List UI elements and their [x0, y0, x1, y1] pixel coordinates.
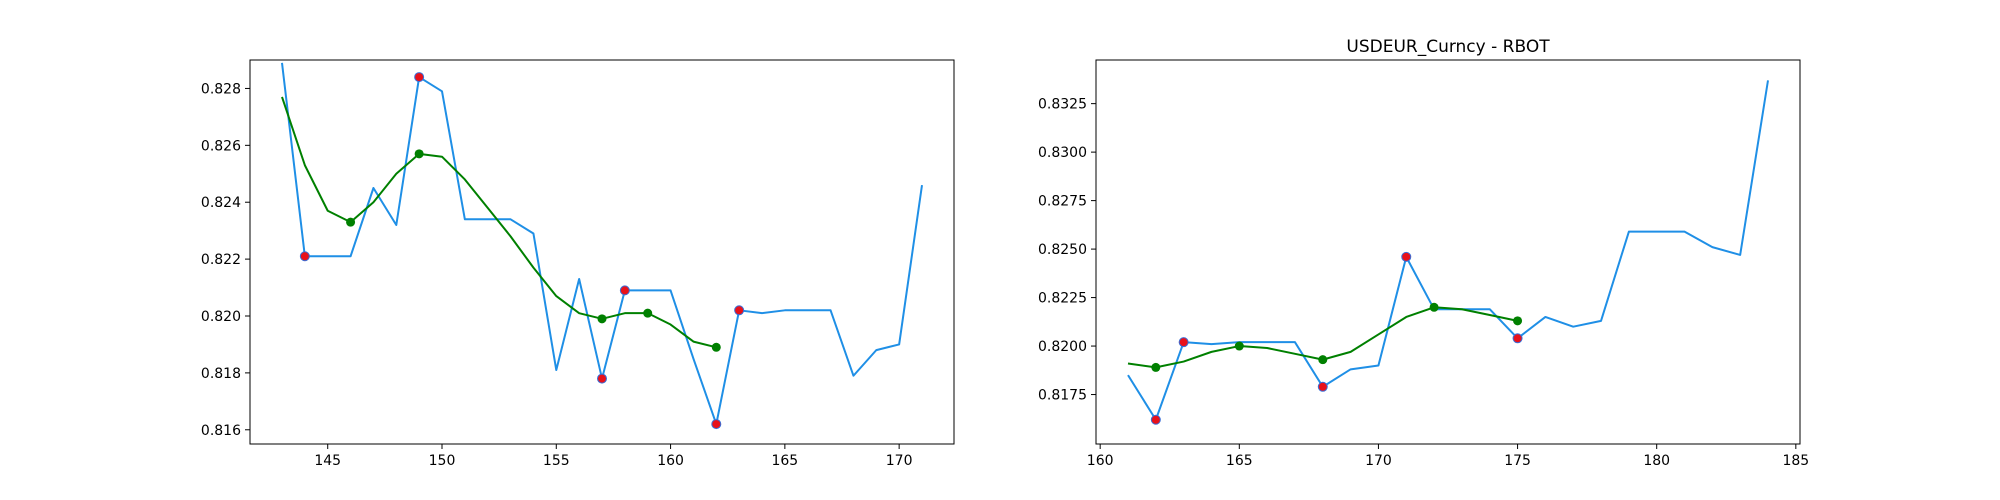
- smoothed-extrema-point: [414, 149, 424, 159]
- x-tick-label: 145: [314, 453, 341, 469]
- y-tick-label: 0.818: [201, 366, 241, 382]
- x-tick-label: 170: [886, 453, 913, 469]
- x-tick-label: 155: [543, 453, 570, 469]
- x-tick-label: 165: [1226, 453, 1253, 469]
- extrema-point: [734, 305, 745, 316]
- y-tick-label: 0.8325: [1038, 97, 1087, 113]
- y-tick-label: 0.8225: [1038, 291, 1087, 307]
- smoothed-extrema-point: [1318, 355, 1328, 365]
- smoothed-extrema-point: [643, 308, 653, 318]
- chart-left: 145 150 155 160 165 170 0.816 0.818 0.820 0.822 0.…: [201, 59, 955, 469]
- smoothed-extrema-point: [346, 217, 356, 227]
- extrema-point: [299, 251, 310, 262]
- extrema-point: [1401, 251, 1412, 262]
- extrema-point: [711, 419, 722, 430]
- y-tick-label: 0.8175: [1038, 388, 1087, 404]
- extrema-point: [1317, 381, 1328, 392]
- plot-frame: [249, 59, 955, 445]
- raw-price-line: [1127, 80, 1769, 421]
- plot-frame: [1095, 59, 1801, 445]
- raw-price-line: [281, 62, 923, 426]
- y-tick-label: 0.824: [201, 195, 241, 211]
- y-tick-label: 0.820: [201, 309, 241, 325]
- extrema-point: [1178, 337, 1189, 348]
- y-tick-label: 0.828: [201, 81, 241, 97]
- y-tick-label: 0.8200: [1038, 339, 1087, 355]
- y-tick-label: 0.8250: [1038, 242, 1087, 258]
- extrema-point: [1512, 333, 1523, 344]
- x-tick-label: 175: [1504, 453, 1531, 469]
- y-tick-label: 0.8275: [1038, 194, 1087, 210]
- x-tick-label: 185: [1782, 453, 1809, 469]
- y-tick-label: 0.816: [201, 423, 241, 439]
- x-tick-label: 170: [1365, 453, 1392, 469]
- smoothed-extrema-point: [597, 314, 607, 324]
- extrema-point: [414, 72, 425, 83]
- smoothed-extrema-point: [1429, 302, 1439, 312]
- smoothed-extrema-point: [711, 342, 721, 352]
- smoothed-extrema-point: [1513, 316, 1523, 326]
- smoothed-extrema-point: [1234, 341, 1244, 351]
- extrema-point: [1150, 414, 1161, 425]
- smoothed-extrema-point: [1151, 362, 1161, 372]
- extrema-point: [619, 285, 630, 296]
- y-tick-label: 0.826: [201, 138, 241, 154]
- y-tick-label: 0.8300: [1038, 145, 1087, 161]
- x-tick-label: 150: [429, 453, 456, 469]
- x-tick-label: 160: [1087, 453, 1114, 469]
- x-tick-label: 165: [771, 453, 798, 469]
- chart-right: USDEUR_Curncy - RBOT 160 165 170 175 180 185 0.…: [1038, 37, 1809, 469]
- extrema-point: [597, 373, 607, 384]
- x-tick-label: 160: [657, 453, 684, 469]
- x-tick-label: 180: [1643, 453, 1670, 469]
- chart-title: USDEUR_Curncy - RBOT: [1346, 37, 1550, 57]
- y-tick-label: 0.822: [201, 252, 241, 268]
